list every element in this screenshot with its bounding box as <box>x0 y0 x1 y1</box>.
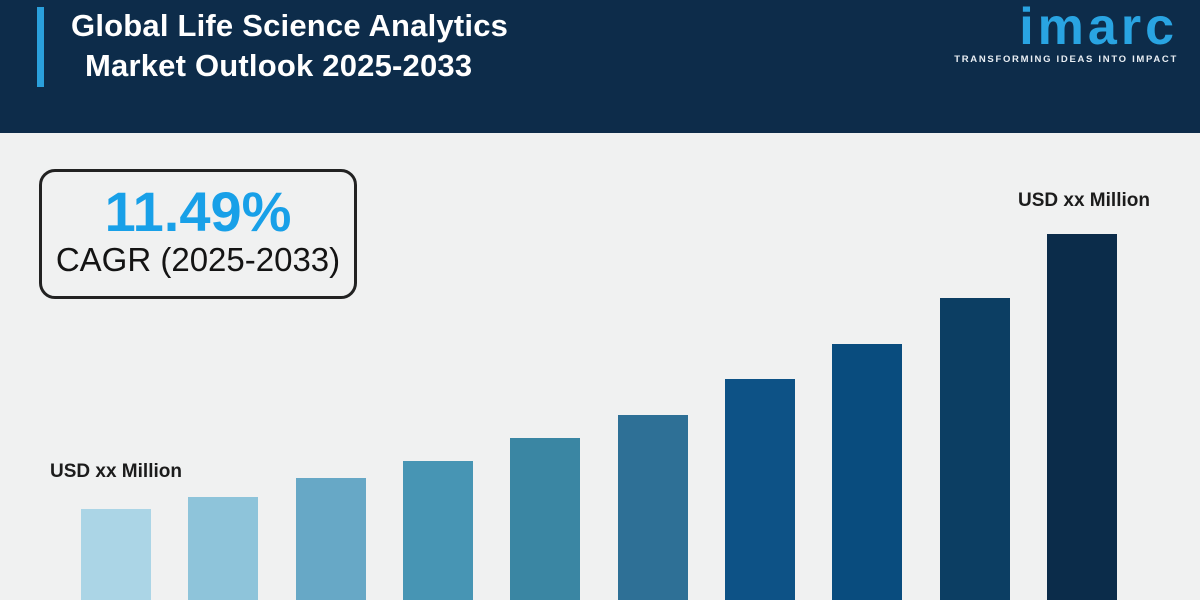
imarc-logo: imarc TRANSFORMING IDEAS INTO IMPACT <box>954 0 1178 65</box>
imarc-logo-text: imarc <box>1019 0 1178 56</box>
bar-10 <box>1046 234 1117 600</box>
bar-9 <box>939 298 1010 600</box>
header: Global Life Science Analytics Market Out… <box>0 0 1200 133</box>
cagr-box: 11.49% CAGR (2025-2033) <box>39 169 357 299</box>
bar-3 <box>295 478 366 600</box>
bar-8 <box>832 344 903 600</box>
bar-chart <box>81 133 1117 600</box>
bar-7 <box>724 379 795 600</box>
page-title-line2: Market Outlook 2025-2033 <box>85 48 473 83</box>
bar-1 <box>81 509 151 600</box>
title-accent-bar <box>37 7 44 87</box>
bar-5 <box>510 438 581 600</box>
bar-2 <box>188 497 259 600</box>
bar-4 <box>402 461 473 600</box>
page-title: Global Life Science Analytics Market Out… <box>71 6 508 86</box>
imarc-logo-tagline: TRANSFORMING IDEAS INTO IMPACT <box>954 54 1178 65</box>
page-title-line1: Global Life Science Analytics <box>71 8 509 43</box>
bar-6 <box>617 415 688 600</box>
cagr-period-label: CAGR (2025-2033) <box>55 241 341 278</box>
unit-label-left: USD xx Million <box>50 461 182 482</box>
unit-label-right: USD xx Million <box>1018 190 1150 211</box>
cagr-value: 11.49% <box>104 180 292 243</box>
